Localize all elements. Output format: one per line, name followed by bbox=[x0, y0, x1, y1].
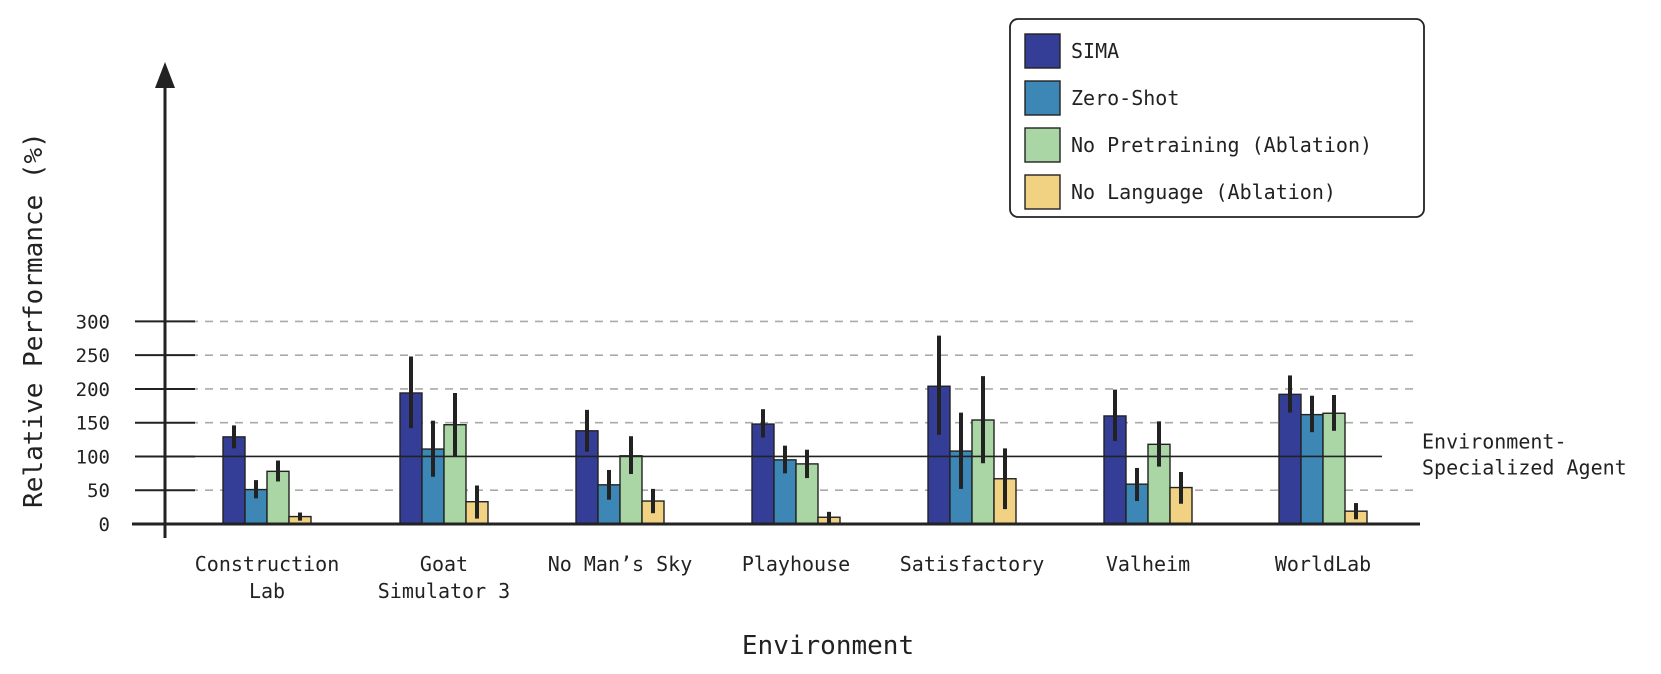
y-tick-label-200: 200 bbox=[76, 379, 110, 401]
category-label-line: Playhouse bbox=[742, 552, 850, 576]
legend-swatch-2 bbox=[1024, 127, 1061, 163]
legend-label-0: SIMA bbox=[1071, 39, 1119, 63]
category-label-line: WorldLab bbox=[1275, 552, 1371, 576]
legend-swatch-1 bbox=[1024, 80, 1061, 116]
category-label-line: Simulator 3 bbox=[378, 579, 510, 603]
category-label-4: Satisfactory bbox=[900, 552, 1045, 576]
legend-label-3: No Language (Ablation) bbox=[1071, 180, 1336, 204]
bar-0-0 bbox=[222, 436, 246, 525]
y-tick-label-0: 0 bbox=[99, 514, 110, 536]
x-axis-title: Environment bbox=[742, 631, 914, 661]
reference-line-label-line: Environment- bbox=[1422, 429, 1567, 453]
y-tick-label-50: 50 bbox=[87, 480, 110, 502]
y-tick-label-300: 300 bbox=[76, 311, 110, 333]
legend-label-1: Zero-Shot bbox=[1071, 86, 1179, 110]
reference-line-label-line: Specialized Agent bbox=[1422, 455, 1627, 479]
labels: Environment-Specialized Agent 0 50 100 150 20… bbox=[19, 132, 1627, 661]
legend-swatch-0 bbox=[1024, 33, 1061, 69]
category-label-3: Playhouse bbox=[742, 552, 850, 576]
bar-0-6 bbox=[1278, 393, 1302, 525]
y-axis-title: Relative Performance (%) bbox=[19, 132, 49, 508]
category-label-line: Lab bbox=[249, 579, 285, 603]
y-axis-arrow bbox=[155, 62, 175, 88]
category-label-line: Satisfactory bbox=[900, 552, 1045, 576]
category-label-6: WorldLab bbox=[1275, 552, 1371, 576]
axes bbox=[132, 62, 1420, 538]
y-tick-label-250: 250 bbox=[76, 345, 110, 367]
category-label-0: Construction Lab bbox=[195, 552, 340, 603]
bars bbox=[222, 335, 1368, 525]
y-tick-label-150: 150 bbox=[76, 413, 110, 435]
reference-line-label: Environment-Specialized Agent bbox=[1422, 429, 1627, 479]
category-label-line: Goat bbox=[420, 552, 468, 576]
legend-label-2: No Pretraining (Ablation) bbox=[1071, 133, 1372, 157]
legend-box bbox=[1009, 18, 1425, 218]
category-label-line: No Man’s Sky bbox=[548, 552, 693, 576]
category-label-line: Valheim bbox=[1106, 552, 1190, 576]
legend-swatch-3 bbox=[1024, 174, 1061, 210]
category-label-1: Goat Simulator 3 bbox=[378, 552, 510, 603]
category-label-2: No Man’s Sky bbox=[548, 552, 693, 576]
bar-0-3 bbox=[751, 423, 775, 525]
category-label-line: Construction bbox=[195, 552, 340, 576]
category-label-5: Valheim bbox=[1106, 552, 1190, 576]
legend: SIMA Zero-Shot No Pretraining (Ablation) No… bbox=[1009, 18, 1425, 218]
y-tick-label-100: 100 bbox=[76, 446, 110, 468]
